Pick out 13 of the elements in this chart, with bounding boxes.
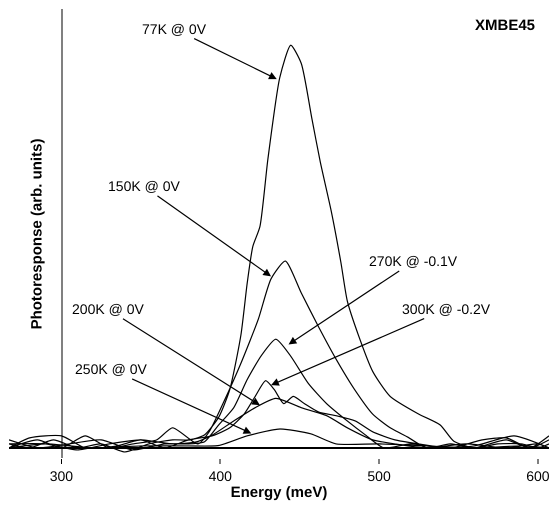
annotation: 250K @ 0V (75, 361, 148, 377)
y-axis-title: Photoresponse (arb. units) (28, 138, 46, 330)
text: XMBE45 (475, 17, 536, 34)
annotation: 200K @ 0V (72, 301, 144, 317)
annotation: 77K @ 0V (142, 21, 207, 37)
x-tick-label: 500 (367, 468, 391, 484)
annotation: 150K @ 0V (108, 178, 180, 194)
x-tick-label: 400 (208, 468, 232, 484)
annotation: 300K @ -0.2V (402, 301, 491, 317)
x-tick-label: 600 (526, 468, 550, 484)
annotation: 270K @ -0.1V (369, 253, 458, 269)
x-tick-label: 300 (50, 468, 74, 484)
x-axis-title: Energy (meV) (230, 484, 328, 501)
